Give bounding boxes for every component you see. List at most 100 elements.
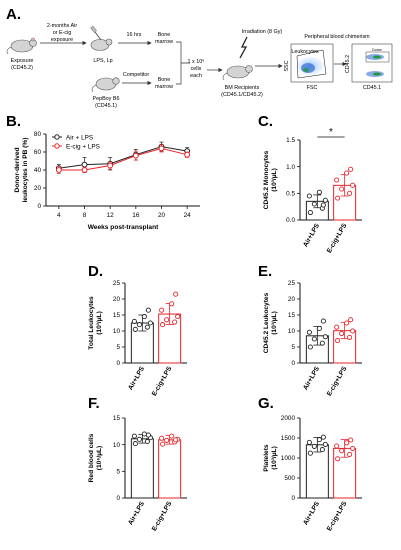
data-point [348,166,354,172]
cells-count-label: 1 x 10⁶ [188,59,205,65]
data-point [306,193,312,199]
facs-plot-1 [290,43,334,83]
chart-b-xtick-label: 8 [83,212,87,219]
exposure-label: Exposure [11,58,34,64]
bar-chart-ytick-label: 1.0 [286,164,295,171]
data-point [159,307,165,313]
chart-b-xtick-label: 4 [57,212,61,219]
bar-category-label: E-cig+LPS [151,365,174,397]
bar [130,438,154,499]
bar-category-label: E-cig+LPS [326,222,349,254]
data-point [339,448,345,454]
bone-marrow-label-1b: marrow [155,39,173,45]
chart-b-point [81,167,88,173]
data-point [132,441,138,447]
data-point [173,291,179,297]
panel-label-a: A. [6,6,21,23]
data-point [334,443,340,449]
charts-layer: 0 20 40 60 80 4 8 12 16 20 24 Weeks post-transplant… [14,127,362,532]
mouse-pepboy-icon [91,77,120,93]
chart-b-series-line [58,146,188,169]
chart-b-ytick-label: 40 [34,167,42,174]
significance-label: * [329,127,333,138]
competitor-label: Competitor [123,72,150,78]
chart-b-ylabel: Donor-derivedleukocytes in PB (%) [14,138,29,203]
data-point [136,436,142,442]
pepboy-label: PepBoy B6 [93,96,120,102]
data-point [334,324,340,330]
chart-b-xtick-label: 24 [184,212,192,219]
panel-label-b: B. [6,113,21,130]
chart-b-line: 0 20 40 60 80 4 8 12 16 20 24 Weeks post-transplant… [14,131,200,231]
data-point [334,177,340,183]
data-point [350,328,356,334]
data-point [344,320,350,326]
bar-chart-ytick-label: 2000 [281,415,296,422]
data-point [316,189,322,195]
chart-e-bar: 0 5 10 15 20 25 Air+LPS E-cig+LPS CD45.2 Leukocy… [263,280,362,397]
chart-b-point [158,145,165,152]
bar-chart-ytick-label: 1000 [281,455,296,462]
data-point [348,437,354,443]
chart-b-legend-marker [54,143,60,149]
data-point [172,319,178,325]
lightning-icon [239,36,248,59]
bar-chart-ytick-label: 0.0 [286,217,295,224]
panel-label-d: D. [88,263,103,280]
chart-b-ytick-label: 20 [34,185,42,192]
chart-b-point [81,161,88,168]
chart-b-legend-label: Air + LPS [66,134,93,141]
data-point [316,325,322,331]
bar-chart-ylabel: Total Leukocytes(10³/µL) [88,296,103,350]
data-point [141,431,147,437]
panel-label-f: F. [88,395,100,412]
bar-chart-ytick-label: 10 [113,328,121,335]
irradiation-label: Irradiation (8 Gy) [242,29,283,35]
data-point [147,320,153,326]
bar-chart-ylabel: Red blood cells(10⁶/µL) [88,433,103,482]
data-point [169,301,175,307]
data-point [348,317,354,323]
hrs16-label: 16 hrs [127,32,142,38]
chart-b-point [55,167,62,173]
arrow-label-line3: exposure [51,37,73,43]
pepboy-strain-label: (CD45.1) [95,103,117,109]
ssc-axis-label: SSC [284,60,290,71]
data-point [316,437,322,443]
chart-b-xtick-label: 12 [107,212,115,219]
data-point [164,437,170,443]
data-point [136,322,142,328]
arrow-label-line2: or E-cig [53,30,72,36]
panel-label-g: G. [258,395,274,412]
data-point [347,190,353,196]
data-point [311,443,317,449]
chart-b-series-ecig [55,144,191,174]
bar-chart-ytick-label: 0 [116,495,120,502]
chart-f-bar: 0 5 10 15 Air+LPS E-cig+LPS Red blood cells(10… [88,415,187,532]
bar-category-label: Air+LPS [302,365,321,391]
bar-chart-ytick-label: 0.5 [286,191,295,198]
data-point [335,456,341,462]
bar-category-label: Air+LPS [127,365,146,391]
cd452-axis-label: CD45.2 [345,55,351,73]
chart-b-legend-marker [54,134,60,140]
data-point [344,440,350,446]
exposure-strain-label: (CD45.2) [11,65,33,71]
data-point [320,202,326,208]
bar-chart-ytick-label: 15 [113,312,121,319]
bar-chart-ylabel: CD45.2 Monocytes(10³/µL) [263,150,278,209]
data-point [169,433,175,439]
mouse-exposure-icon [6,37,37,55]
chart-b-point [184,151,191,158]
merge-bracket [176,41,190,85]
data-point [164,317,170,323]
chart-g-bar: 0 500 1000 1500 2000 Air+LPS E-cig+LPS Platelet… [263,415,362,532]
chart-b-point [132,152,139,159]
data-point [144,324,150,330]
bar-category-label: Air+LPS [302,222,321,248]
data-point [160,441,166,447]
bar-chart-ytick-label: 5 [116,469,120,476]
bar-chart-ytick-label: 20 [113,296,121,303]
bar-category-label: Air+LPS [127,500,146,526]
